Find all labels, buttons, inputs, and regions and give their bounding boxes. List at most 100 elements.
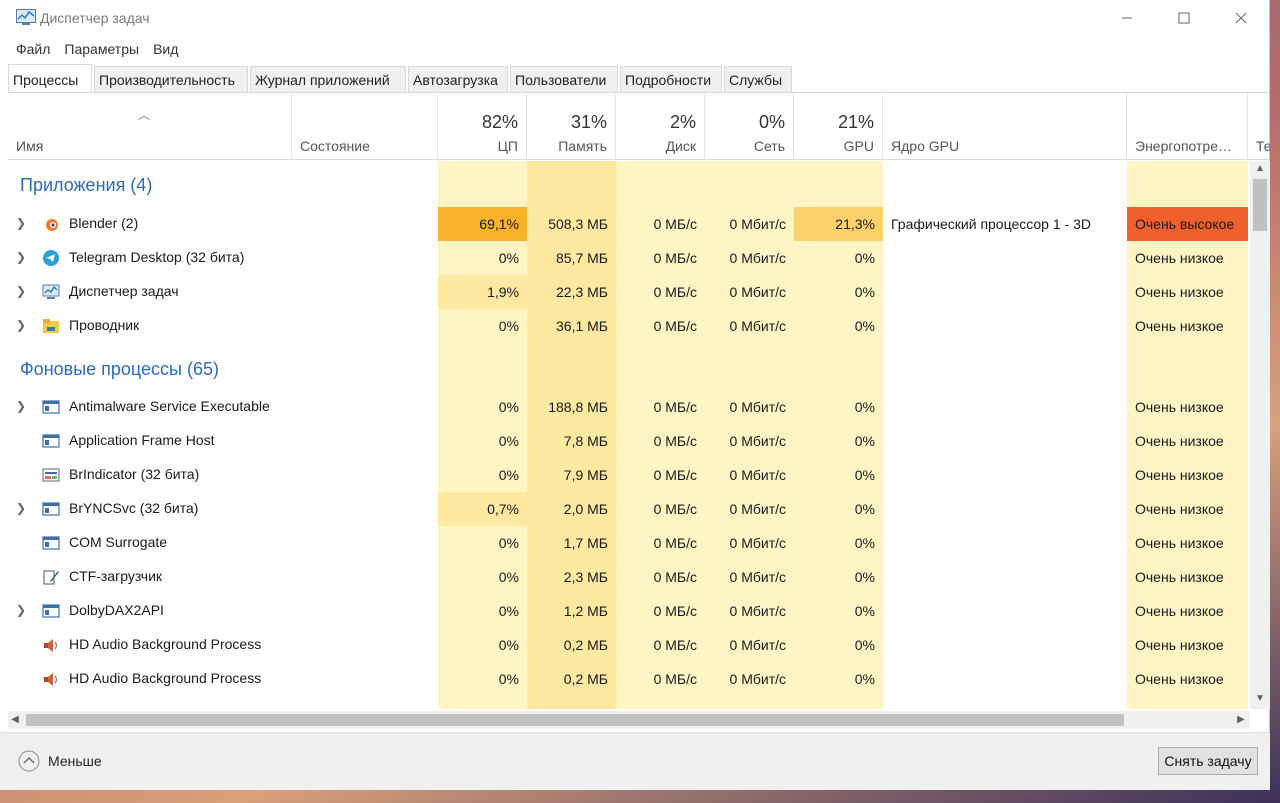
memory-column-bg <box>527 161 616 709</box>
minimize-icon <box>1122 17 1132 19</box>
process-name: Проводник <box>69 317 140 333</box>
end-task-button[interactable]: Снять задачу <box>1158 747 1258 775</box>
col-power-label: Энергопотре… <box>1135 138 1232 154</box>
process-row[interactable]: HD Audio Background Process 0% 0,2 МБ 0 МБ/… <box>8 662 1250 696</box>
service-window-icon <box>42 536 60 550</box>
ctf-pen-icon <box>43 570 59 585</box>
process-name: Blender (2) <box>69 215 139 231</box>
tab-startup[interactable]: Автозагрузка <box>408 66 508 92</box>
cpu-value: 0% <box>498 569 519 585</box>
col-gpu-engine-header[interactable]: Ядро GPU <box>883 94 1127 160</box>
scroll-right-icon[interactable]: ▶ <box>1237 714 1245 725</box>
menu-options[interactable]: Параметры <box>64 41 140 57</box>
tab-services[interactable]: Службы <box>724 66 792 92</box>
horizontal-scroll-thumb[interactable] <box>26 714 1124 726</box>
col-name-header[interactable]: ︿ Имя <box>8 94 292 160</box>
col-status-label: Состояние <box>300 138 370 154</box>
power-usage-value: Очень низкое <box>1135 467 1224 483</box>
expand-chevron-icon[interactable]: ❯ <box>16 399 27 413</box>
tab-app-history[interactable]: Журнал приложений <box>250 66 406 92</box>
gpu-value: 0% <box>854 250 875 266</box>
expand-chevron-icon[interactable]: ❯ <box>16 501 27 515</box>
process-row[interactable]: ❯ Antimalware Service Executable 0% 188,8 М… <box>8 390 1250 424</box>
gpu-value: 21,3% <box>794 207 883 241</box>
col-cpu-header[interactable]: 82% ЦП <box>438 94 527 160</box>
power-usage-value: Очень низкое <box>1135 433 1224 449</box>
col-name-label: Имя <box>16 138 44 154</box>
process-name: HD Audio Background Process <box>69 636 262 652</box>
col-gpu-header[interactable]: 21% GPU <box>794 94 883 160</box>
maximize-button[interactable] <box>1154 0 1214 36</box>
menu-bar: Файл Параметры Вид <box>0 38 186 60</box>
process-row[interactable]: ❯ Диспетчер задач 1,9% 22,3 МБ 0 МБ/с 0 Мбит/… <box>8 275 1250 309</box>
col-power-header[interactable]: Энергопотре… <box>1127 94 1248 160</box>
col-network-header[interactable]: 0% Сеть <box>705 94 794 160</box>
network-total-pct: 0% <box>758 112 785 132</box>
process-row[interactable]: Application Frame Host 0% 7,8 МБ 0 МБ/с 0 Мб… <box>8 424 1250 458</box>
service-window-icon <box>42 400 60 414</box>
disk-value: 0 МБ/с <box>653 284 697 300</box>
group-header-apps[interactable]: Приложения (4) <box>8 161 1250 209</box>
disk-column-bg <box>616 161 705 709</box>
gpu-value: 0% <box>854 284 875 300</box>
memory-value: 2,0 МБ <box>563 501 608 517</box>
menu-view[interactable]: Вид <box>153 41 179 57</box>
window-title: Диспетчер задач <box>40 10 150 26</box>
gpu-column-bg <box>794 161 883 709</box>
process-row[interactable]: ❯ Blender (2) 69,1% 508,3 МБ 0 МБ/с 0 Мбит/с 2… <box>8 207 1250 241</box>
fewer-details-label: Меньше <box>48 753 102 769</box>
close-button[interactable] <box>1211 0 1271 36</box>
blender-icon <box>46 219 58 231</box>
expand-chevron-icon[interactable]: ❯ <box>16 216 27 230</box>
disk-value: 0 МБ/с <box>653 603 697 619</box>
scroll-down-icon[interactable]: ▼ <box>1255 693 1265 704</box>
network-value: 0 Мбит/с <box>729 250 786 266</box>
col-power-trend-header[interactable]: Те <box>1248 94 1270 160</box>
vertical-scroll-thumb[interactable] <box>1253 179 1267 231</box>
cpu-value: 0% <box>498 250 519 266</box>
process-row[interactable]: COM Surrogate 0% 1,7 МБ 0 МБ/с 0 Мбит/с 0% Оче… <box>8 526 1250 560</box>
disk-value: 0 МБ/с <box>653 569 697 585</box>
expand-chevron-icon[interactable]: ❯ <box>16 250 27 264</box>
cpu-value: 0,7% <box>438 492 527 526</box>
vertical-scrollbar[interactable]: ▲ ▼ <box>1250 161 1270 709</box>
cpu-value: 0% <box>498 399 519 415</box>
tab-processes[interactable]: Процессы <box>8 64 92 92</box>
col-memory-header[interactable]: 31% Память <box>527 94 616 160</box>
process-row[interactable]: ❯ Telegram Desktop (32 бита) 0% 85,7 МБ 0 МБ… <box>8 241 1250 275</box>
minimize-button[interactable] <box>1097 0 1157 36</box>
col-disk-label: Диск <box>665 138 696 154</box>
col-status-header[interactable]: Состояние <box>292 94 438 160</box>
memory-value: 2,3 МБ <box>563 569 608 585</box>
process-name: DolbyDAX2API <box>69 602 164 618</box>
disk-value: 0 МБ/с <box>653 399 697 415</box>
scroll-left-icon[interactable]: ◀ <box>11 714 19 725</box>
memory-value: 508,3 МБ <box>548 216 608 232</box>
scroll-up-icon[interactable]: ▲ <box>1255 163 1265 174</box>
network-value: 0 Мбит/с <box>729 671 786 687</box>
chevron-up-circle-icon <box>18 750 40 772</box>
menu-file[interactable]: Файл <box>16 41 51 57</box>
group-header-background[interactable]: Фоновые процессы (65) <box>8 345 1250 393</box>
disk-value: 0 МБ/с <box>653 216 697 232</box>
process-name: Telegram Desktop (32 бита) <box>69 249 245 265</box>
expand-chevron-icon[interactable]: ❯ <box>16 318 27 332</box>
process-row[interactable]: CTF-загрузчик 0% 2,3 МБ 0 МБ/с 0 Мбит/с 0% Оче… <box>8 560 1250 594</box>
task-manager-app-icon <box>16 9 36 25</box>
process-row[interactable]: BrIndicator (32 бита) 0% 7,9 МБ 0 МБ/с 0 Мби… <box>8 458 1250 492</box>
tab-performance[interactable]: Производительность <box>94 66 248 92</box>
process-row[interactable]: ❯ DolbyDAX2API 0% 1,2 МБ 0 МБ/с 0 Мбит/с 0% Оче… <box>8 594 1250 628</box>
tab-details[interactable]: Подробности <box>620 66 722 92</box>
footer-bar: Меньше Снять задачу <box>0 732 1270 790</box>
process-row[interactable]: HD Audio Background Process 0% 0,2 МБ 0 МБ/… <box>8 628 1250 662</box>
process-row[interactable]: ❯ Проводник 0% 36,1 МБ 0 МБ/с 0 Мбит/с 0% Очень… <box>8 309 1250 343</box>
power-usage-value: Очень низкое <box>1135 535 1224 551</box>
process-name: BrIndicator (32 бита) <box>69 466 200 482</box>
expand-chevron-icon[interactable]: ❯ <box>16 284 27 298</box>
expand-chevron-icon[interactable]: ❯ <box>16 603 27 617</box>
col-disk-header[interactable]: 2% Диск <box>616 94 705 160</box>
horizontal-scrollbar[interactable]: ◀ ▶ <box>8 711 1250 729</box>
process-row[interactable]: ❯ BrYNCSvc (32 бита) 0,7% 2,0 МБ 0 МБ/с 0 Мби… <box>8 492 1250 526</box>
col-network-label: Сеть <box>753 138 785 154</box>
tab-users[interactable]: Пользователи <box>510 66 618 92</box>
